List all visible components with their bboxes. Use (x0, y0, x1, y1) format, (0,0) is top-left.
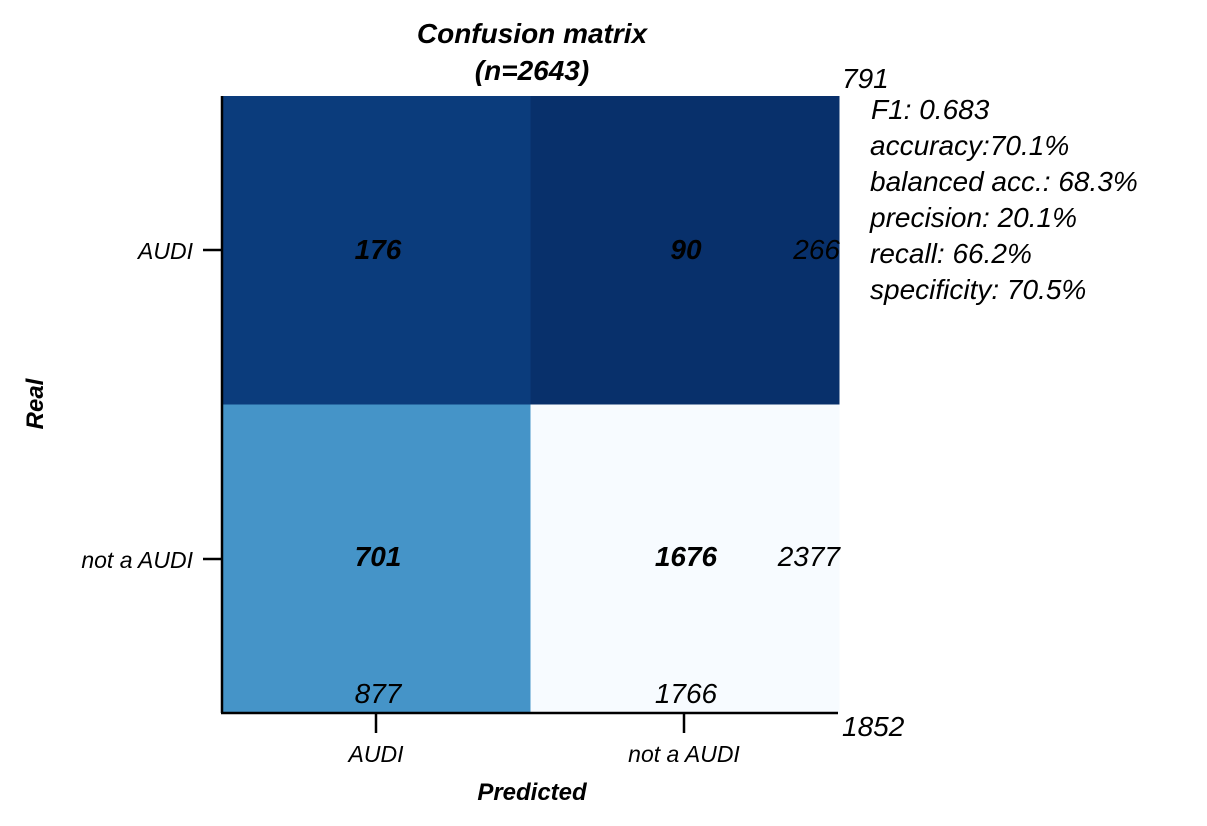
row-total-not-audi: 2377 (777, 541, 842, 572)
metric-accuracy: accuracy:70.1% (870, 130, 1069, 161)
cell-value-audi-not-audi: 90 (670, 234, 702, 265)
row-total-audi: 266 (792, 234, 840, 265)
chart-title: Confusion matrix (417, 18, 649, 49)
metric-specificity: specificity: 70.5% (870, 274, 1086, 305)
x-axis-label: Predicted (477, 779, 588, 806)
metric-recall: recall: 66.2% (870, 238, 1032, 269)
chart-subtitle: (n=2643) (475, 55, 589, 86)
heatmap-cells (222, 96, 840, 714)
heatmap-cell-not-audi-audi (222, 404, 531, 714)
heatmap-cell-not-audi-not-audi (530, 404, 840, 714)
y-axis-label: Real (22, 377, 49, 429)
cell-value-audi-audi: 176 (355, 234, 402, 265)
x-tick-label-audi: AUDI (347, 741, 405, 767)
metric-balanced-accuracy: balanced acc.: 68.3% (870, 166, 1138, 197)
y-tick-label-audi: AUDI (136, 238, 194, 264)
col-total-not-audi: 1766 (655, 678, 718, 709)
x-tick-label-not-audi: not a AUDI (628, 741, 740, 767)
cell-value-not-audi-audi: 701 (355, 541, 402, 572)
corner-total-bottom: 1852 (842, 711, 905, 742)
metric-precision: precision: 20.1% (869, 202, 1077, 233)
y-tick-label-not-audi: not a AUDI (81, 547, 193, 573)
heatmap-cell-audi-audi (222, 96, 531, 405)
corner-total-top: 791 (842, 63, 889, 94)
heatmap-cell-audi-not-audi (530, 96, 840, 405)
col-total-audi: 877 (355, 678, 403, 709)
cell-value-not-audi-not-audi: 1676 (655, 541, 718, 572)
metric-f1: F1: 0.683 (871, 94, 990, 125)
